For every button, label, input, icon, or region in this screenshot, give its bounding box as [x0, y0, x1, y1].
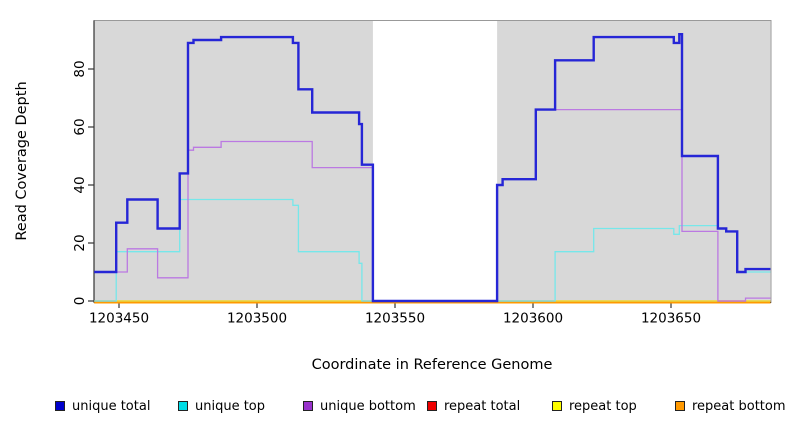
- y-axis-label: Read Coverage Depth: [14, 81, 30, 241]
- legend-label-repeat-bottom: repeat bottom: [692, 399, 786, 414]
- legend-label-unique-bottom: unique bottom: [320, 399, 416, 414]
- legend-swatch-repeat-bottom: [675, 401, 685, 411]
- legend-label-repeat-top: repeat top: [569, 399, 637, 414]
- y-tick-label: 20: [72, 234, 88, 251]
- legend-swatch-repeat-top: [552, 401, 562, 411]
- x-tick-label: 1203550: [365, 311, 425, 327]
- x-tick-label: 1203450: [89, 311, 149, 327]
- y-tick-label: 40: [72, 176, 88, 193]
- legend-label-unique-top: unique top: [195, 399, 266, 414]
- legend-swatch-unique-bottom: [303, 401, 313, 411]
- legend-swatch-unique-top: [178, 401, 188, 411]
- legend-swatch-unique-total: [55, 401, 65, 411]
- x-axis-label: Coordinate in Reference Genome: [311, 357, 553, 373]
- y-tick-label: 0: [72, 297, 88, 306]
- y-tick-label: 80: [72, 60, 88, 77]
- legend: unique total unique top unique bottom repea…: [0, 398, 792, 424]
- y-tick-label: 60: [72, 118, 88, 135]
- x-tick-label: 1203500: [227, 311, 287, 327]
- x-tick-label: 1203650: [641, 311, 701, 327]
- series-line-unique-total: [94, 33, 771, 303]
- x-tick-label: 1203600: [503, 311, 563, 327]
- legend-swatch-repeat-total: [427, 401, 437, 411]
- legend-label-repeat-total: repeat total: [444, 399, 521, 414]
- plot-panel-right-shaded: [497, 20, 771, 303]
- legend-label-unique-total: unique total: [72, 399, 151, 414]
- plot-panel-left-shaded: [94, 20, 373, 303]
